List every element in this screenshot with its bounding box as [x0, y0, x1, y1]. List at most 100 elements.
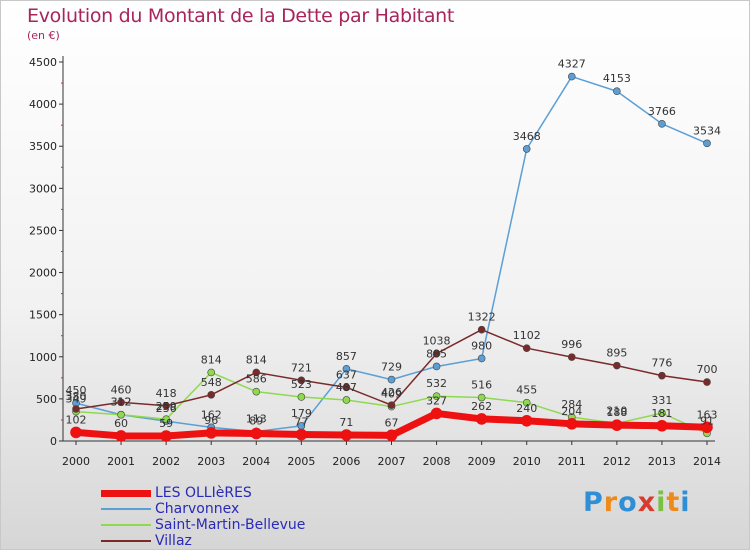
legend-label: Charvonnex [155, 501, 240, 517]
data-label: 450 [66, 384, 87, 397]
data-label: 532 [426, 377, 447, 390]
x-tick-label: 2008 [423, 455, 451, 468]
data-point [207, 391, 216, 399]
legend-item: Villaz [101, 533, 305, 549]
data-point [522, 398, 531, 407]
data-label: 857 [336, 350, 357, 363]
data-point [342, 383, 351, 392]
data-point [432, 362, 441, 371]
data-point [207, 368, 216, 377]
x-tick-label: 2003 [197, 455, 225, 468]
data-point [522, 145, 531, 153]
x-tick-label: 2011 [558, 455, 586, 468]
data-point [658, 371, 666, 380]
data-label: 586 [246, 373, 267, 386]
data-label: 523 [291, 378, 312, 391]
data-label: 312 [111, 396, 132, 409]
logo-letter: i [680, 487, 691, 518]
data-label: 59 [159, 417, 173, 430]
data-label: 885 [426, 347, 447, 360]
data-label: 700 [697, 363, 718, 376]
data-label: 349 [66, 393, 87, 406]
data-point [342, 396, 351, 404]
data-point [703, 378, 711, 386]
data-label: 548 [201, 376, 222, 389]
data-point [430, 407, 443, 420]
data-label: 418 [156, 387, 177, 400]
data-point [385, 429, 398, 442]
legend-label: Saint-Martin-Bellevue [155, 517, 306, 533]
chart-title: Evolution du Montant de la Dette par Hab… [27, 5, 455, 27]
legend-item: LES OLLIèRES [101, 485, 305, 501]
data-point [297, 376, 306, 385]
data-point [656, 419, 668, 432]
legend-swatch [101, 489, 151, 497]
x-tick-label: 2006 [332, 455, 360, 468]
chart-axes: 0 500 1000 1500 2000 2500 3000 3500 4000 4500 2000… [29, 56, 721, 468]
data-label: 77 [294, 416, 308, 429]
x-tick-label: 2000 [62, 455, 90, 468]
data-point [162, 415, 170, 423]
data-point [252, 368, 261, 377]
data-labels: 102 60 59 96 89 77 71 67 327 262 240 204 188 181 163 45… [66, 58, 722, 430]
data-label: 3468 [513, 130, 541, 143]
data-label: 895 [606, 347, 627, 360]
x-tick-label: 2005 [287, 455, 315, 468]
logo-letter: P [583, 487, 604, 518]
x-tick-label: 2014 [693, 455, 721, 468]
data-label: 729 [381, 361, 402, 374]
data-label: 409 [381, 388, 402, 401]
data-point [387, 375, 396, 384]
data-label: 162 [201, 408, 222, 421]
data-label: 284 [561, 398, 582, 411]
data-label: 4153 [603, 72, 631, 85]
y-tick-label: 1000 [29, 351, 57, 364]
legend: LES OLLIèRES Charvonnex Saint-Martin-Bel… [101, 485, 305, 549]
data-point [611, 419, 623, 431]
data-label: 312 [111, 396, 132, 409]
legend-swatch [101, 508, 151, 510]
data-label: 996 [561, 338, 582, 351]
data-point [70, 426, 82, 439]
data-point [565, 418, 578, 430]
data-point [72, 405, 80, 413]
data-label: 113 [246, 412, 267, 425]
series-lines [70, 72, 713, 442]
proxiti-logo: Proxiti [583, 487, 691, 518]
data-label: 60 [114, 417, 128, 430]
logo-letter: r [603, 487, 619, 518]
data-point [522, 344, 531, 352]
logo-letter: t [666, 487, 681, 518]
x-tick-label: 2010 [513, 455, 541, 468]
data-label: 240 [516, 402, 537, 415]
data-point [475, 413, 488, 425]
data-label: 71 [339, 416, 353, 429]
data-point [658, 409, 666, 417]
data-label: 1322 [468, 311, 496, 324]
x-tick-label: 2002 [152, 455, 180, 468]
data-label: 188 [606, 406, 627, 419]
data-point [613, 361, 621, 370]
data-label: 516 [471, 379, 492, 392]
chart-subtitle: (en €) [27, 29, 60, 42]
y-tick-label: 500 [36, 393, 57, 406]
data-label: 96 [204, 414, 218, 427]
legend-item: Saint-Martin-Bellevue [101, 517, 305, 533]
data-point [340, 429, 353, 441]
x-tick-label: 2012 [603, 455, 631, 468]
data-point [117, 398, 125, 407]
y-tick-label: 4500 [29, 56, 57, 69]
x-tick-label: 2007 [378, 455, 406, 468]
data-label: 89 [249, 415, 263, 428]
data-label: 814 [201, 353, 222, 366]
data-label: 179 [291, 407, 312, 420]
data-point [162, 401, 170, 410]
data-label: 980 [471, 339, 492, 352]
data-point [520, 414, 533, 427]
data-label: 455 [516, 384, 537, 397]
data-label: 814 [246, 353, 267, 366]
logo-letter: i [656, 487, 667, 518]
legend-item: Charvonnex [101, 501, 305, 517]
data-point [567, 72, 576, 81]
